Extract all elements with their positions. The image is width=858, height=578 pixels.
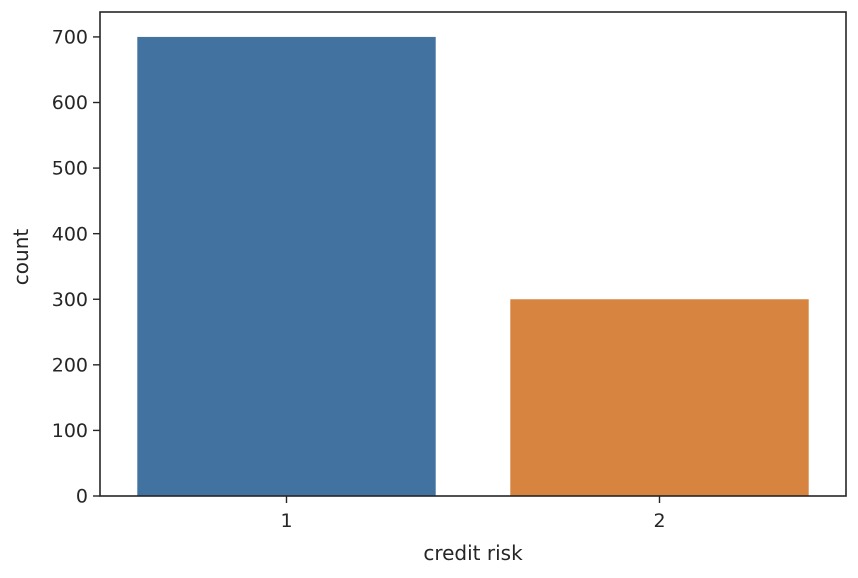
x-tick-label-1: 1 (280, 510, 292, 532)
x-tick-label-2: 2 (653, 510, 665, 532)
y-tick-label-0: 0 (76, 486, 88, 508)
y-axis: 0 100 200 300 400 500 600 700 (52, 27, 100, 508)
x-axis-label: credit risk (423, 541, 523, 565)
y-tick-label-300: 300 (52, 289, 88, 311)
bar-1 (137, 36, 436, 496)
y-tick-label-200: 200 (52, 354, 88, 376)
bar-2 (510, 299, 809, 496)
y-tick-label-700: 700 (52, 27, 88, 49)
plot-frame (99, 11, 847, 497)
y-axis-label: count (9, 229, 33, 286)
y-tick-label-600: 600 (52, 92, 88, 114)
y-tick-label-400: 400 (52, 223, 88, 245)
bars-group (137, 36, 809, 496)
y-tick-label-500: 500 (52, 158, 88, 180)
y-tick-label-100: 100 (52, 420, 88, 442)
